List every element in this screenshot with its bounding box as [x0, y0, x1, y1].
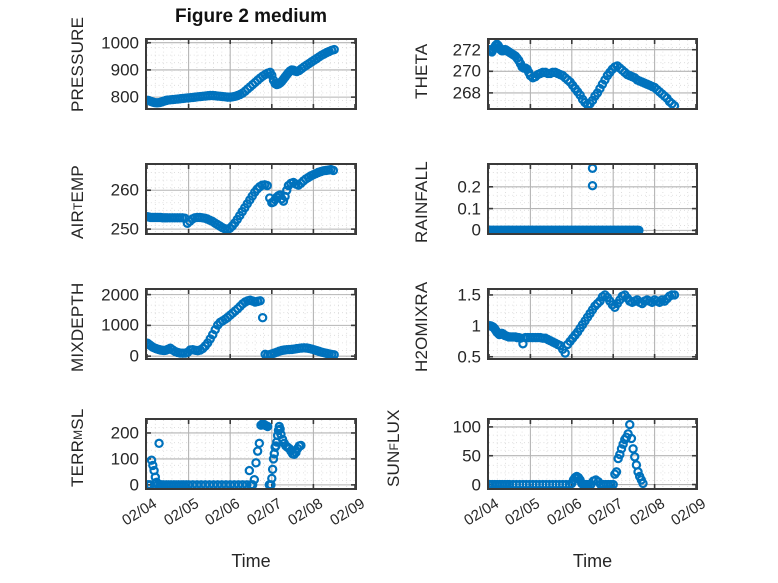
ytick-sun_flux: 100 — [452, 417, 481, 437]
ylabel-sun-flux-main: SUN — [384, 450, 403, 487]
series-rainfall — [489, 165, 696, 233]
ytick-theta: 272 — [452, 40, 481, 60]
ytick-mixdepth: 2000 — [101, 285, 139, 305]
ylabel-sun-flux: SUNFLUX — [384, 400, 406, 496]
ytick-mixdepth: 1000 — [101, 315, 139, 335]
xtick-sun_flux-5: 02/09 — [668, 495, 710, 530]
figure-title: Figure 2 medium — [174, 6, 328, 27]
xtick-terr_msl-2: 02/06 — [202, 495, 244, 530]
series-pressure — [147, 40, 355, 108]
xtick-terr_msl-5: 02/09 — [327, 495, 369, 530]
xtick-terr_msl-4: 02/08 — [285, 495, 327, 530]
ytick-rainfall: 0 — [471, 220, 481, 240]
series-mixdepth — [147, 290, 355, 358]
axes-rainfall — [487, 163, 698, 235]
ytick-pressure: 800 — [110, 87, 139, 107]
axes-sun-flux — [487, 418, 698, 490]
ytick-rainfall: 0.1 — [457, 199, 481, 219]
xtick-sun_flux-4: 02/08 — [626, 495, 668, 530]
series-theta — [489, 40, 696, 108]
axes-air-temp — [145, 163, 357, 235]
xtick-terr_msl-0: 02/04 — [119, 495, 161, 530]
series-h2omixra — [489, 290, 696, 358]
series-terr-msl — [147, 420, 355, 488]
axes-mixdepth — [145, 288, 357, 360]
ytick-air_temp: 250 — [110, 219, 139, 239]
xtick-sun_flux-3: 02/07 — [585, 495, 627, 530]
axes-terr-msl — [145, 418, 357, 490]
ytick-mixdepth: 0 — [129, 346, 139, 366]
ytick-air_temp: 260 — [110, 180, 139, 200]
ytick-sun_flux: 50 — [462, 446, 481, 466]
xtick-terr_msl-3: 02/07 — [243, 495, 285, 530]
grid-h2omixra — [489, 290, 696, 358]
ytick-h2omixra: 1.5 — [457, 285, 481, 305]
xlabel-right: Time — [572, 551, 613, 571]
xtick-terr_msl-1: 02/05 — [160, 495, 202, 530]
ytick-terr_msl: 0 — [129, 475, 139, 495]
xtick-sun_flux-0: 02/04 — [461, 495, 503, 530]
ytick-h2omixra: 0.5 — [457, 347, 481, 367]
ylabel-air-temp-sub: T — [71, 202, 85, 211]
series-air-temp — [147, 165, 355, 233]
ytick-pressure: 900 — [110, 60, 139, 80]
ytick-terr_msl: 100 — [110, 449, 139, 469]
axes-pressure — [145, 38, 357, 110]
ytick-pressure: 1000 — [101, 33, 139, 53]
ytick-h2omixra: 1 — [471, 316, 481, 336]
ytick-terr_msl: 200 — [110, 423, 139, 443]
ytick-rainfall: 0.2 — [457, 177, 481, 197]
xtick-sun_flux-1: 02/05 — [502, 495, 544, 530]
ytick-sun_flux: 0 — [471, 475, 481, 495]
ylabel-sun-flux-sub: F — [387, 442, 401, 451]
xlabel-left: Time — [231, 551, 271, 571]
series-sun-flux — [489, 420, 696, 488]
axes-h2omixra — [487, 288, 698, 360]
grid-sun-flux — [489, 420, 696, 488]
ytick-theta: 270 — [452, 61, 481, 81]
ytick-theta: 268 — [452, 83, 481, 103]
xtick-sun_flux-2: 02/06 — [543, 495, 585, 530]
ylabel-sun-flux-tail: LUX — [384, 409, 403, 443]
axes-theta — [487, 38, 698, 110]
